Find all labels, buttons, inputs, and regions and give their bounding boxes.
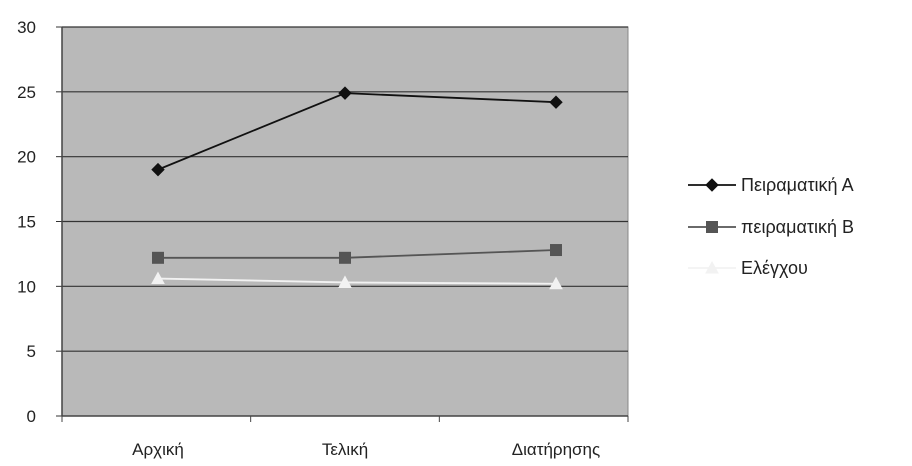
data-point — [706, 221, 718, 233]
data-point — [550, 244, 562, 257]
x-tick-label: Διατήρησης — [512, 440, 600, 459]
y-tick-label: 20 — [17, 148, 36, 167]
data-point — [549, 95, 563, 109]
legend-entry: Ελέγχου — [741, 258, 808, 278]
y-tick-label: 10 — [17, 277, 36, 296]
data-point — [549, 276, 563, 290]
y-tick-label: 5 — [27, 342, 36, 361]
legend-entry: πειραματική Β — [741, 217, 854, 237]
data-point — [705, 178, 719, 192]
data-point — [151, 271, 165, 285]
data-point — [338, 275, 352, 288]
data-point — [705, 260, 719, 274]
x-tick-label: Τελική — [322, 440, 368, 459]
x-tick-label: Αρχική — [132, 440, 184, 459]
data-point — [339, 251, 351, 264]
y-tick-label: 15 — [17, 213, 36, 232]
y-tick-label: 30 — [17, 18, 36, 37]
legend-entry: Πειραματική Α — [741, 175, 854, 195]
y-tick-label: 0 — [27, 407, 36, 426]
data-point — [152, 251, 164, 264]
data-point — [151, 162, 165, 177]
y-tick-label: 25 — [17, 83, 36, 102]
data-point — [338, 86, 352, 100]
